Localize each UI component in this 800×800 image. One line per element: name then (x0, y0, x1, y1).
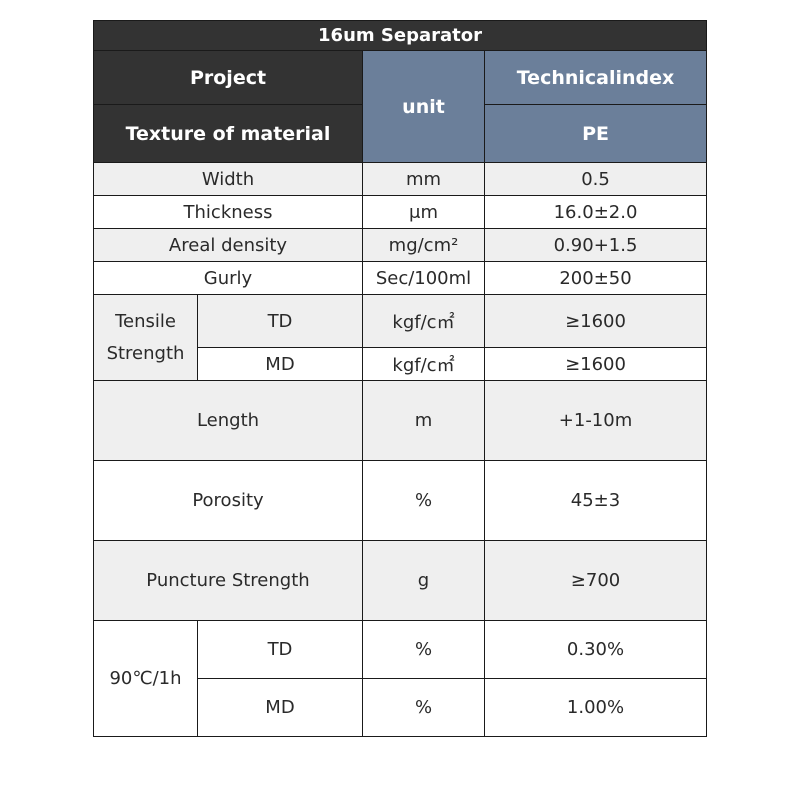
row-heat-shrink-td-dir: TD (197, 620, 363, 679)
row-areal-density-name: Areal density (93, 228, 363, 262)
spec-table: 16um Separator Project unit Technicalind… (92, 20, 708, 737)
row-tensile-md-value: ≥1600 (483, 347, 708, 381)
row-thickness-name: Thickness (93, 195, 363, 229)
row-heat-shrink-md-dir: MD (197, 678, 363, 737)
row-gurly-name: Gurly (93, 261, 363, 295)
row-heat-shrink-md-unit: % (362, 678, 485, 737)
row-length-unit: m (362, 380, 485, 461)
row-tensile-td-unit: kgf/c㎡ (362, 294, 485, 348)
row-thickness-unit: μm (362, 195, 485, 229)
row-tensile-strength-name: Tensile Strength (93, 294, 198, 381)
project-header: Project (93, 50, 363, 105)
row-tensile-md-unit: kgf/c㎡ (362, 347, 485, 381)
row-width-name: Width (93, 162, 363, 196)
row-heat-shrink-name: 90℃/1h (93, 620, 198, 737)
row-thickness-value: 16.0±2.0 (483, 195, 708, 229)
row-tensile-md-dir: MD (197, 347, 363, 381)
spec-sheet: 16um Separator Project unit Technicalind… (92, 20, 708, 737)
row-width-unit: mm (362, 162, 485, 196)
row-puncture-strength-value: ≥700 (483, 540, 708, 621)
texture-header: Texture of material (93, 104, 363, 163)
row-length-name: Length (93, 380, 363, 461)
row-heat-shrink-td-unit: % (362, 620, 485, 679)
row-areal-density-value: 0.90+1.5 (483, 228, 708, 262)
technical-index-header: Technicalindex (483, 50, 708, 105)
row-porosity-name: Porosity (93, 460, 363, 541)
table-title: 16um Separator (92, 20, 708, 51)
row-gurly-value: 200±50 (483, 261, 708, 295)
unit-header: unit (362, 50, 485, 163)
row-porosity-value: 45±3 (483, 460, 708, 541)
row-gurly-unit: Sec/100ml (362, 261, 485, 295)
row-puncture-strength-unit: g (362, 540, 485, 621)
material-header: PE (483, 104, 708, 163)
row-heat-shrink-td-value: 0.30% (483, 620, 708, 679)
row-heat-shrink-md-value: 1.00% (483, 678, 708, 737)
row-tensile-td-value: ≥1600 (483, 294, 708, 348)
row-areal-density-unit: mg/cm² (362, 228, 485, 262)
row-length-value: +1-10m (483, 380, 708, 461)
row-tensile-td-dir: TD (197, 294, 363, 348)
row-porosity-unit: % (362, 460, 485, 541)
row-puncture-strength-name: Puncture Strength (93, 540, 363, 621)
row-width-value: 0.5 (483, 162, 708, 196)
